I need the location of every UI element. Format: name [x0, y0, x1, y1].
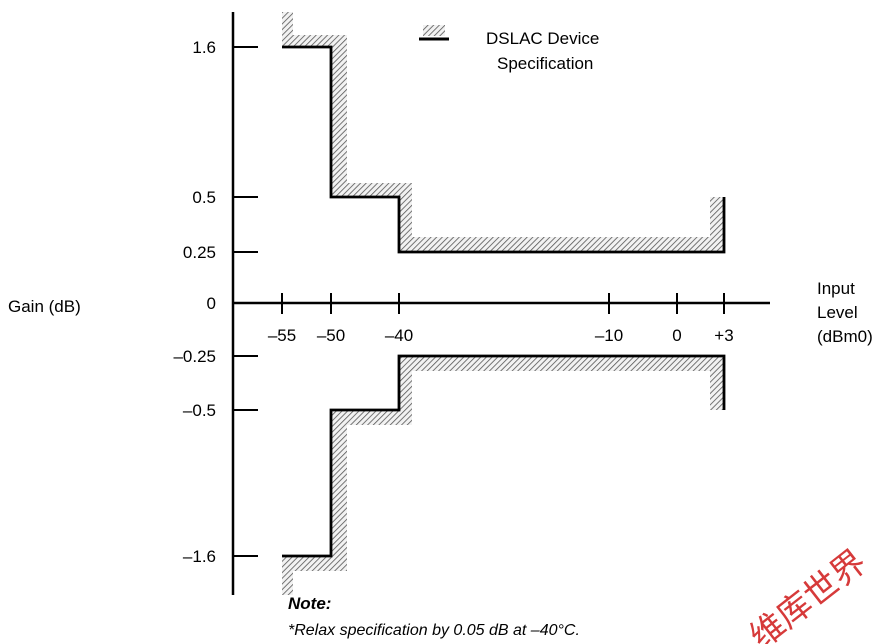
x-ticks: [281, 293, 725, 314]
x-tick-label: –10: [595, 326, 623, 345]
x-tick-label: 0: [672, 326, 681, 345]
axes: [231, 12, 770, 595]
y-tick-label: –0.25: [173, 347, 216, 366]
y-tick-labels: 1.6 0.5 0.25 0 –0.25 –0.5 –1.6: [173, 38, 216, 566]
x-axis-label-line-1: Input: [817, 279, 855, 298]
legend: DSLAC Device Specification: [419, 25, 599, 73]
note-title: Note:: [288, 594, 331, 613]
lower-band: [282, 356, 724, 595]
y-tick-label: 0: [207, 294, 216, 313]
x-tick-labels: –55 –50 –40 –10 0 +3: [268, 326, 734, 345]
y-tick-label: 1.6: [192, 38, 216, 57]
note-body: *Relax specification by 0.05 dB at –40°C…: [288, 622, 580, 639]
x-axis-label-line-2: Level: [817, 303, 858, 322]
legend-label-line-2: Specification: [497, 54, 593, 73]
y-tick-label: –1.6: [183, 547, 216, 566]
x-tick-label: –50: [317, 326, 345, 345]
x-tick-label: –55: [268, 326, 296, 345]
legend-swatch-hatch: [423, 25, 445, 36]
x-tick-label: +3: [714, 326, 733, 345]
y-ticks: [233, 46, 258, 557]
x-tick-label: –40: [385, 326, 413, 345]
y-tick-label: 0.25: [183, 243, 216, 262]
y-tick-label: 0.5: [192, 188, 216, 207]
legend-label-line-1: DSLAC Device: [486, 29, 599, 48]
upper-spec-line: [282, 45, 726, 254]
tolerance-bands: [282, 12, 724, 595]
x-axis-label-line-3: (dBm0): [817, 327, 873, 346]
y-axis-label: Gain (dB): [8, 297, 81, 316]
y-tick-label: –0.5: [183, 401, 216, 420]
spec-lines: [282, 45, 726, 558]
lower-spec-line: [282, 354, 726, 558]
watermark-text: 维库世界: [742, 542, 874, 644]
upper-band: [282, 12, 724, 252]
